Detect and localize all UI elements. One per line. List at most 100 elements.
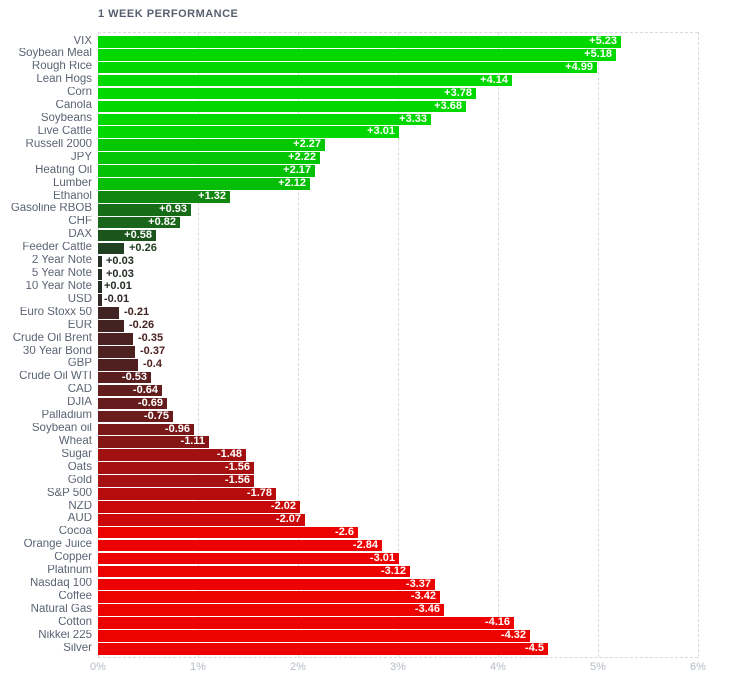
bar-silver[interactable]: -4.5 xyxy=(98,642,548,655)
bar-5-year-note[interactable] xyxy=(98,268,102,281)
gridline-vertical xyxy=(198,31,199,657)
category-label-5-year-note: 5 Year Note xyxy=(31,268,92,279)
bar-crude-oil-brent[interactable] xyxy=(98,333,133,345)
category-label-usd: USD xyxy=(67,293,92,305)
bar-usd[interactable] xyxy=(98,294,102,306)
bar-orange-juice[interactable]: -2.84 xyxy=(98,539,382,552)
bar-crude-oil-wti[interactable]: -0.53 xyxy=(98,371,151,384)
bar-ethanol[interactable]: +1.32 xyxy=(98,190,230,203)
bar-chf[interactable]: +0.82 xyxy=(98,216,180,229)
bar-euro-stoxx-50[interactable] xyxy=(98,307,119,319)
category-label-jpy: JPY xyxy=(70,151,92,163)
category-label-cotton: Cotton xyxy=(58,616,92,628)
category-label-30-year-bond: 30 Year Bond xyxy=(22,345,92,357)
bar-gbp[interactable] xyxy=(98,358,138,371)
bar-nzd[interactable]: -2.02 xyxy=(98,500,300,513)
x-tick-label: 3% xyxy=(390,661,406,673)
gridline-vertical xyxy=(698,31,699,657)
x-tick-label: 6% xyxy=(690,661,706,673)
gridline-vertical xyxy=(398,31,399,657)
category-label-dax: DAX xyxy=(68,229,92,241)
category-label-oats: Oats xyxy=(67,461,92,473)
bar-live-cattle[interactable]: +3.01 xyxy=(98,126,399,138)
bar-gasoline-rbob[interactable]: +0.93 xyxy=(98,203,191,216)
category-label-crude-oil-brent: Crude Oil Brent xyxy=(12,332,92,344)
x-tick-label: 0% xyxy=(90,661,106,673)
bar-palladium[interactable]: -0.75 xyxy=(98,410,173,423)
bar-rough-rice[interactable]: +4.99 xyxy=(98,61,597,74)
bar-platinum[interactable]: -3.12 xyxy=(98,565,410,578)
bar-oats[interactable]: -1.56 xyxy=(98,462,254,474)
category-label-gbp: GBP xyxy=(67,358,92,370)
category-label-silver: Silver xyxy=(63,642,92,654)
gridline-vertical xyxy=(498,31,499,657)
category-label-rough-rice: Rough Rice xyxy=(31,61,92,73)
category-label-eur: EUR xyxy=(67,319,92,331)
bar-soybean-oil[interactable]: -0.96 xyxy=(98,423,194,436)
bar-djia[interactable]: -0.69 xyxy=(98,397,167,410)
value-label-crude-oil-brent: -0.35 xyxy=(138,332,164,345)
bar-jpy[interactable]: +2.22 xyxy=(98,152,320,164)
gridline-horizontal xyxy=(98,31,698,33)
bar-heating-oil[interactable]: +2.17 xyxy=(98,165,315,177)
bar-10-year-note[interactable] xyxy=(98,281,102,293)
value-label-eur: -0.26 xyxy=(129,319,155,332)
bar-2-year-note[interactable] xyxy=(98,255,102,268)
category-label-nasdaq-100: Nasdaq 100 xyxy=(29,578,92,589)
bar-feeder-cattle[interactable] xyxy=(98,242,124,255)
category-label-aud: AUD xyxy=(67,513,92,525)
bar-sugar[interactable]: -1.48 xyxy=(98,449,246,461)
category-label-gold: Gold xyxy=(67,474,92,486)
bar-vix[interactable]: +5.23 xyxy=(98,35,621,48)
category-label-vix: VIX xyxy=(73,35,92,47)
category-label-canola: Canola xyxy=(55,100,92,112)
bar-canola[interactable]: +3.68 xyxy=(98,100,466,113)
category-label-lumber: Lumber xyxy=(53,177,92,189)
category-label-cocoa: Cocoa xyxy=(58,526,92,538)
value-label-10-year-note: +0.01 xyxy=(104,280,132,293)
bar-gold[interactable]: -1.56 xyxy=(98,475,254,487)
category-label-gasoline-rbob: Gasoline RBOB xyxy=(10,203,92,215)
category-label-djia: DJIA xyxy=(67,397,92,409)
bar-aud[interactable]: -2.07 xyxy=(98,513,305,526)
bar-nikkei-225[interactable]: -4.32 xyxy=(98,630,530,642)
bar-lean-hogs[interactable]: +4.14 xyxy=(98,74,512,87)
bar-russell-2000[interactable]: +2.27 xyxy=(98,139,325,151)
bar-copper[interactable]: -3.01 xyxy=(98,552,399,565)
value-label-2-year-note: +0.03 xyxy=(106,254,134,267)
x-tick-label: 2% xyxy=(290,661,306,673)
value-label-30-year-bond: -0.37 xyxy=(140,345,166,357)
value-label-feeder-cattle: +0.26 xyxy=(129,241,157,254)
bar-s-p-500[interactable]: -1.78 xyxy=(98,487,276,500)
value-label-usd: -0.01 xyxy=(104,293,130,306)
category-label-copper: Copper xyxy=(54,552,92,564)
bar-eur[interactable] xyxy=(98,320,124,332)
category-label-soybean-oil: Soybean oil xyxy=(31,423,92,434)
bar-nasdaq-100[interactable]: -3.37 xyxy=(98,578,435,591)
category-label-feeder-cattle: Feeder Cattle xyxy=(22,242,92,254)
gridline-horizontal xyxy=(98,656,698,658)
bar-coffee[interactable]: -3.42 xyxy=(98,591,440,603)
bar-soybean-meal[interactable]: +5.18 xyxy=(98,48,616,61)
category-label-corn: Corn xyxy=(67,87,92,99)
category-label-platinum: Platinum xyxy=(47,565,92,577)
bar-wheat[interactable]: -1.11 xyxy=(98,436,209,448)
bar-soybeans[interactable]: +3.33 xyxy=(98,113,431,126)
bar-dax[interactable]: +0.58 xyxy=(98,229,156,242)
bar-natural-gas[interactable]: -3.46 xyxy=(98,604,444,616)
bar-lumber[interactable]: +2.12 xyxy=(98,177,310,190)
value-label-gbp: -0.4 xyxy=(143,357,162,370)
bar-30-year-bond[interactable] xyxy=(98,346,135,358)
bar-corn[interactable]: +3.78 xyxy=(98,87,476,100)
x-tick-label: 4% xyxy=(490,661,506,673)
bar-cotton[interactable]: -4.16 xyxy=(98,617,514,629)
bar-cocoa[interactable]: -2.6 xyxy=(98,526,358,539)
category-label-heating-oil: Heating Oil xyxy=(35,164,92,176)
category-label-sugar: Sugar xyxy=(61,448,92,460)
category-label-2-year-note: 2 Year Note xyxy=(31,255,92,267)
bar-cad[interactable]: -0.64 xyxy=(98,384,162,397)
category-label-crude-oil-wti: Crude Oil WTI xyxy=(19,371,92,383)
gridline-vertical xyxy=(598,31,599,657)
x-tick-label: 5% xyxy=(590,661,606,673)
